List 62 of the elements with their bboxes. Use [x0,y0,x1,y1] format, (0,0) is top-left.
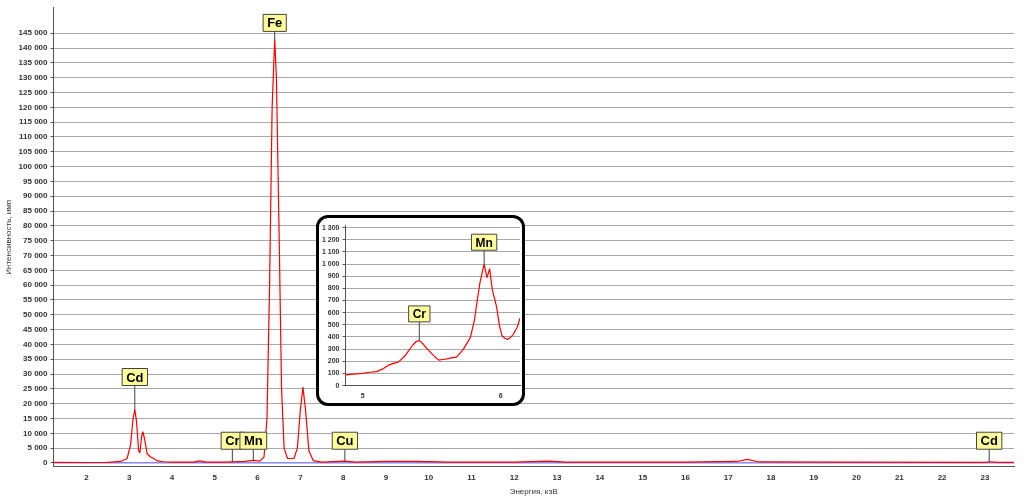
annotation: Fe [267,15,283,31]
y-tick-label: 20 000 [23,398,49,408]
y-tick-label: 25 000 [23,384,49,394]
x-tick-label: 4 [169,472,175,482]
y-tick-label: 10 000 [23,428,49,438]
annotation: Mn [243,433,263,449]
y-tick-label: 105 000 [18,147,49,157]
y-tick-label: 80 000 [23,221,49,231]
annotation: Mn [475,235,493,250]
annotation: Cu [336,433,354,449]
y-tick-label: 85 000 [23,206,49,216]
x-tick-label: 11 [467,472,477,482]
y-tick-label: 75 000 [23,235,49,245]
x-axis-title: Энергия, кэВ [509,487,558,497]
y-tick-label: 0 [43,458,49,468]
y-tick-label: 50 000 [23,309,49,319]
x-tick-label: 21 [894,472,905,482]
y-tick-label: 145 000 [18,28,49,38]
x-tick-label: 10 [424,472,434,482]
x-tick-label: 16 [680,472,691,482]
y-tick-label: 95 000 [23,176,49,186]
y-tick-label: 60 000 [23,280,49,290]
y-tick-label: 70 000 [23,250,49,260]
x-tick-label: 3 [127,472,133,482]
x-tick-label: 15 [638,472,648,482]
y-tick-label: 120 000 [18,102,49,112]
x-tick-label: 19 [809,472,819,482]
annotation: Cr [412,307,427,322]
y-tick-label: 5 000 [27,443,49,453]
x-tick-label: 5 [212,472,218,482]
y-tick-label: 55 000 [23,295,49,305]
x-tick-label: 8 [340,472,346,482]
x-tick-label: 9 [383,472,389,482]
y-tick-label: 30 000 [23,369,49,379]
y-tick-label: 45 000 [23,324,49,334]
y-tick-label: 90 000 [23,191,49,201]
annotation: Cd [980,433,998,449]
annotation: Cr [225,433,240,449]
x-tick-label: 20 [852,472,862,482]
y-tick-label: 110 000 [19,132,49,142]
y-tick-label: 35 000 [23,354,49,364]
annotation: Cd [126,369,144,385]
x-tick-label: 14 [595,472,605,482]
x-tick-label: 18 [766,472,776,482]
x-tick-label: 6 [255,472,261,482]
y-axis-title: Интенсивность, имп [4,199,13,275]
y-tick-label: 125 000 [18,87,49,97]
y-tick-label: 15 000 [23,413,49,423]
x-tick-label: 22 [937,472,948,482]
x-tick-label: 17 [723,472,734,482]
x-tick-label: 12 [509,472,520,482]
y-tick-label: 100 000 [18,161,49,171]
x-tick-label: 13 [552,472,563,482]
x-tick-label: 2 [84,472,90,482]
y-tick-label: 115 000 [19,117,49,127]
y-tick-label: 130 000 [18,72,49,82]
y-tick-label: 140 000 [18,43,49,53]
y-tick-label: 135 000 [18,58,49,68]
y-tick-label: 65 000 [23,265,49,275]
x-tick-label: 23 [980,472,990,482]
x-tick-label: 7 [298,472,304,482]
y-tick-label: 40 000 [23,339,49,349]
